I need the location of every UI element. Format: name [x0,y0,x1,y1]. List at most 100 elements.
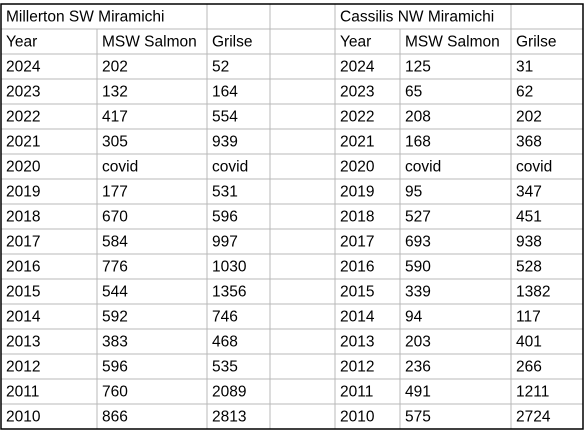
cell: 2015 [340,284,374,301]
cell: 2014 [340,309,375,326]
cell: 2724 [516,409,551,426]
cell: 2024 [6,59,41,76]
cell: 584 [102,234,128,251]
cell: 544 [102,284,128,301]
cell: 202 [516,109,542,126]
cell: 776 [102,259,128,276]
cell: 590 [405,259,431,276]
cell: 177 [102,184,128,201]
column-header: MSW Salmon [405,34,500,51]
cell: 125 [405,59,431,76]
cell: 164 [212,84,238,101]
cell: 554 [212,109,238,126]
cell: 2016 [340,259,374,276]
cell: 2019 [340,184,374,201]
cell: 670 [102,209,128,226]
cell: 2020 [340,159,375,176]
cell: 2017 [6,234,40,251]
cell: 417 [102,109,128,126]
cell: 2015 [6,284,40,301]
cell: 2019 [6,184,40,201]
cell: 305 [102,134,128,151]
cell: 491 [405,384,431,401]
cell: 2013 [340,334,374,351]
cell: 266 [516,359,542,376]
cell: 2012 [340,359,374,376]
cell: 168 [405,134,431,151]
column-header: Year [340,34,371,51]
cell: covid [516,159,552,176]
cell: 468 [212,334,238,351]
cell: 2021 [6,134,40,151]
cell: 2813 [212,409,246,426]
cell: covid [212,159,248,176]
cell: 575 [405,409,431,426]
cell: 368 [516,134,542,151]
cell: 117 [516,309,541,326]
column-header: Grilse [212,34,252,51]
cell: 2017 [340,234,374,251]
table-title: Cassilis NW Miramichi [340,9,494,26]
cell: 383 [102,334,128,351]
cell: 1382 [516,284,550,301]
cell: 2016 [6,259,40,276]
column-header: MSW Salmon [102,34,197,51]
cell: 746 [212,309,238,326]
cell: 347 [516,184,542,201]
cell: 202 [102,59,128,76]
cell: 2023 [340,84,374,101]
cell: 31 [516,59,533,76]
cell: 52 [212,59,229,76]
cell: 2018 [340,209,374,226]
cell: 592 [102,309,128,326]
cell: 2012 [6,359,40,376]
cell: 1211 [516,384,549,401]
cell: 236 [405,359,431,376]
cell: 65 [405,84,422,101]
cell: 2089 [212,384,246,401]
cell: 2014 [6,309,41,326]
cell: 596 [102,359,128,376]
cell: 62 [516,84,533,101]
cell: 94 [405,309,423,326]
cell: 596 [212,209,238,226]
cell: 2011 [6,384,39,401]
cell: 2018 [6,209,40,226]
table-title: Millerton SW Miramichi [6,9,164,26]
cell: 2024 [340,59,375,76]
cell: 401 [516,334,542,351]
cell: 2010 [6,409,41,426]
column-header: Year [6,34,37,51]
cell: 2010 [340,409,375,426]
cell: 132 [102,84,128,101]
cell: 938 [516,234,542,251]
cell: 527 [405,209,431,226]
table-border [0,3,584,430]
cell: 866 [102,409,128,426]
cell: 2022 [6,109,40,126]
cell: 208 [405,109,431,126]
cell: 2023 [6,84,40,101]
cell: 2011 [340,384,373,401]
cell: 997 [212,234,238,251]
cell: 339 [405,284,431,301]
cell: 939 [212,134,238,151]
cell: 535 [212,359,238,376]
cell: 2013 [6,334,40,351]
cell: 1356 [212,284,246,301]
column-header: Grilse [516,34,556,51]
cell: 95 [405,184,422,201]
cell: covid [405,159,441,176]
cell: 451 [516,209,542,226]
cell: 203 [405,334,431,351]
cell: 2021 [340,134,374,151]
cell: 760 [102,384,128,401]
cell: 1030 [212,259,247,276]
cell: 693 [405,234,431,251]
cell: 528 [516,259,542,276]
cell: 531 [212,184,238,201]
cell: covid [102,159,138,176]
cell: 2022 [340,109,374,126]
